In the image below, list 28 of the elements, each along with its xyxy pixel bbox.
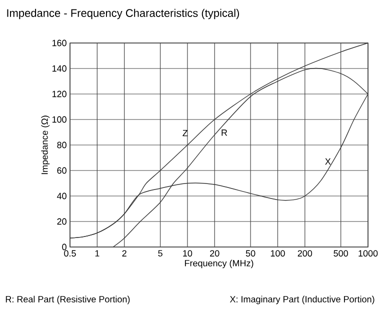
y-tick-label: 80	[57, 142, 66, 148]
series-label: X	[325, 158, 331, 165]
x-axis-title: Frequency (MHz)	[184, 260, 254, 268]
series-label: Z	[182, 130, 188, 136]
x-tick-label: 5	[158, 250, 162, 256]
series-label: R	[222, 130, 228, 136]
x-tick-label: 0.5	[64, 250, 76, 257]
x-tick-label: 100	[270, 250, 285, 257]
y-tick-label: 40	[56, 192, 66, 200]
x-tick-label: 20	[210, 250, 220, 257]
y-tick-label: 120	[52, 90, 66, 98]
chart-title: Impedance - Frequency Characteristics (typical)	[7, 8, 240, 20]
x-tick-label: 500	[334, 250, 348, 257]
y-tick-label: 160	[52, 40, 66, 46]
x-tick-label: 10	[183, 250, 192, 257]
y-tick-label: 140	[52, 65, 66, 72]
x-tick-label: 200	[298, 250, 312, 257]
x-tick-label: 2	[122, 250, 126, 256]
text: R: Real Part (Resistive Portion)	[6, 296, 130, 304]
y-tick-label: 100	[52, 116, 66, 123]
x-tick-label: 1000	[358, 250, 378, 257]
y-axis-title: Impedance (Ω)	[41, 116, 50, 174]
y-tick-label: 60	[57, 167, 66, 174]
x-tick-label: 1	[95, 250, 100, 256]
y-tick-label: 0	[62, 244, 66, 250]
x-tick-label: 50	[246, 250, 256, 257]
text: X: Imaginary Part (Inductive Portion)	[230, 296, 374, 304]
y-tick-label: 20	[57, 218, 66, 225]
